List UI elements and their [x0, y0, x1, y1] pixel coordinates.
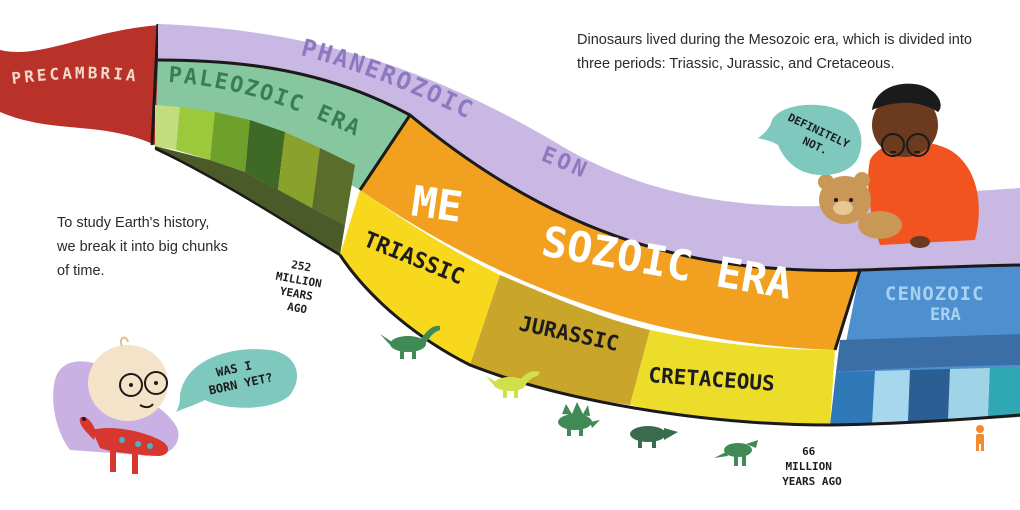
- era-boundary-lines: [154, 58, 1020, 427]
- baby-character: [53, 336, 179, 457]
- dinosaur-stegosaurus-icon: [558, 402, 600, 436]
- precambrian-boundary-line: [150, 23, 160, 146]
- note-66-line-2: MILLION: [786, 460, 832, 473]
- mesozoic-label-part1: ME: [409, 176, 466, 232]
- cretaceous-band: [630, 330, 835, 425]
- dinosaur-toy: [79, 416, 169, 474]
- baby-speech-bubble: WAS I BORN YET?: [176, 349, 298, 412]
- dinosaur-horned-icon: [630, 426, 678, 448]
- study-text-line-1: To study Earth's history,: [57, 215, 210, 231]
- note-252-line-4: AGO: [286, 300, 308, 316]
- paleozoic-band: [155, 60, 410, 190]
- dinosaur-yellow-icon: [486, 371, 540, 398]
- precambrian-band: [0, 25, 160, 145]
- mesozoic-band: [360, 115, 860, 350]
- cenozoic-label-part1: CENOZOIC: [885, 283, 985, 305]
- human-figure-icon: [976, 425, 984, 451]
- note-66-line-3: YEARS AGO: [782, 475, 842, 488]
- study-text-line-3: of time.: [57, 263, 105, 279]
- cenozoic-label-part2: ERA: [930, 305, 961, 325]
- cenozoic-period-stripes: [830, 367, 1020, 425]
- triassic-band: [340, 190, 500, 365]
- boy-character: [868, 83, 979, 248]
- cenozoic-stripe: [836, 334, 1020, 372]
- jurassic-band: [470, 275, 650, 405]
- note-66-million: 66 MILLION YEARS AGO: [782, 445, 842, 488]
- phanerozoic-band: [158, 24, 1020, 271]
- study-text-line-2: we break it into big chunks: [57, 239, 228, 255]
- boy-speech-bubble: DEFINITELY NOT.: [758, 104, 862, 176]
- intro-text: Dinosaurs lived during the Mesozoic era,…: [577, 32, 972, 72]
- note-252-line-1: 252: [290, 258, 312, 274]
- note-252-million: 252 MILLION YEARS AGO: [270, 256, 332, 319]
- note-252-line-3: YEARS: [279, 285, 314, 304]
- dinosaur-long-neck-icon: [380, 325, 440, 359]
- note-66-line-1: 66: [802, 445, 816, 458]
- dinosaur-trex-icon: [714, 440, 758, 466]
- study-text: To study Earth's history, we break it in…: [57, 211, 247, 283]
- teddy-bear: [818, 172, 902, 239]
